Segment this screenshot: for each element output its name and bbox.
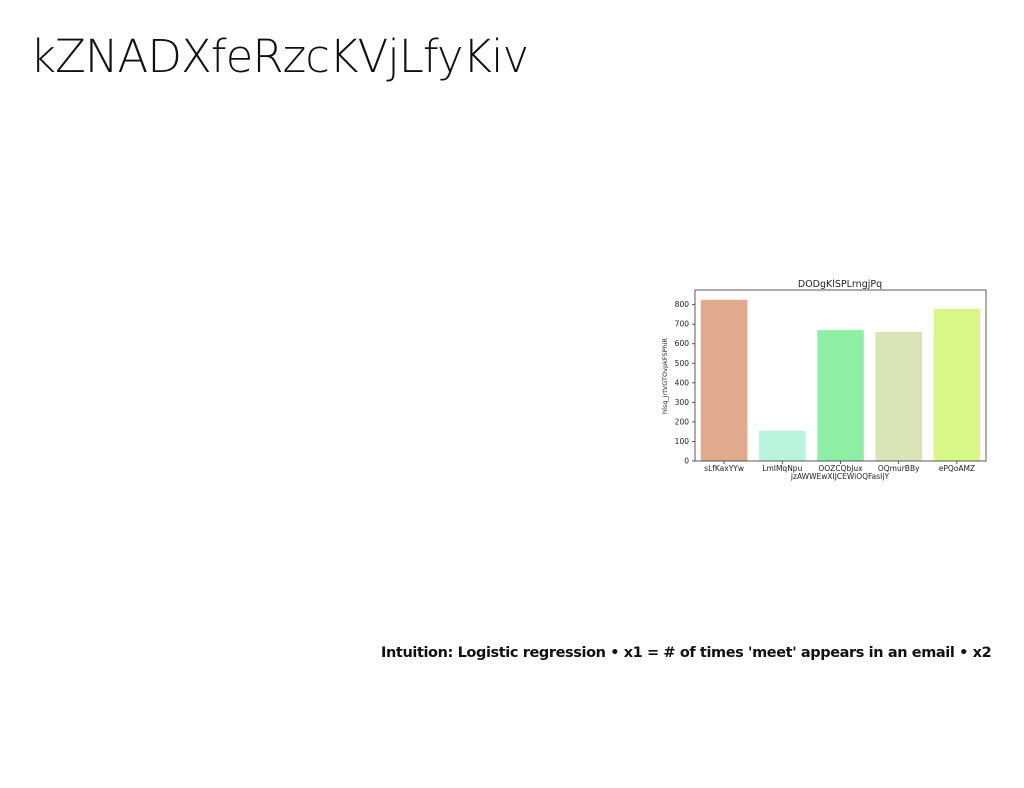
bar-OOZCQbJux bbox=[817, 330, 864, 461]
y-tick-label: 0 bbox=[684, 457, 689, 466]
y-tick-label: 100 bbox=[675, 437, 690, 446]
x-tick-label: OQmurBBy bbox=[878, 464, 920, 473]
x-tick-label: LmIMqNpu bbox=[762, 464, 802, 473]
bar-OQmurBBy bbox=[875, 332, 922, 461]
x-axis: sLfKaxYYw LmIMqNpu OOZCQbJux OQmurBBy ePQoAM… bbox=[704, 461, 975, 473]
x-axis-label: jzAWWEwXIJCEWiOQFasIjY bbox=[790, 472, 890, 481]
bar-sLfKaxYYw bbox=[700, 299, 748, 461]
y-axis: 0 100 200 300 400 500 600 700 800 bbox=[675, 300, 695, 466]
y-tick-label: 800 bbox=[675, 300, 690, 309]
y-tick-label: 700 bbox=[675, 320, 690, 329]
y-tick-label: 500 bbox=[675, 359, 690, 368]
x-tick-label: sLfKaxYYw bbox=[704, 464, 744, 473]
bar-chart: DODgKlSPLrngjPq 0 100 200 300 400 500 600 700 80… bbox=[655, 272, 1000, 487]
bar-ePQoAMZ bbox=[933, 308, 981, 461]
slide-caption: Intuition: Logistic regression • x1 = # … bbox=[381, 645, 992, 661]
chart-title: DODgKlSPLrngjPq bbox=[798, 279, 882, 290]
bar-LmIMqNpu bbox=[759, 430, 806, 461]
y-tick-label: 200 bbox=[675, 417, 690, 426]
x-tick-label: OOZCQbJux bbox=[818, 464, 863, 473]
y-tick-label: 600 bbox=[675, 339, 690, 348]
bar-chart-svg: DODgKlSPLrngjPq 0 100 200 300 400 500 600 700 80… bbox=[661, 279, 987, 481]
y-axis-label: hlsq_jrtVGTOvpkFSPhiR bbox=[661, 338, 669, 414]
plot-frame bbox=[694, 289, 987, 462]
y-tick-label: 400 bbox=[675, 378, 690, 387]
bars-layer bbox=[700, 299, 981, 461]
x-tick-label: ePQoAMZ bbox=[939, 464, 975, 473]
slide-title: kZNADXfeRzcKVjLfyKiv bbox=[30, 30, 529, 83]
y-tick-label: 300 bbox=[675, 398, 690, 407]
